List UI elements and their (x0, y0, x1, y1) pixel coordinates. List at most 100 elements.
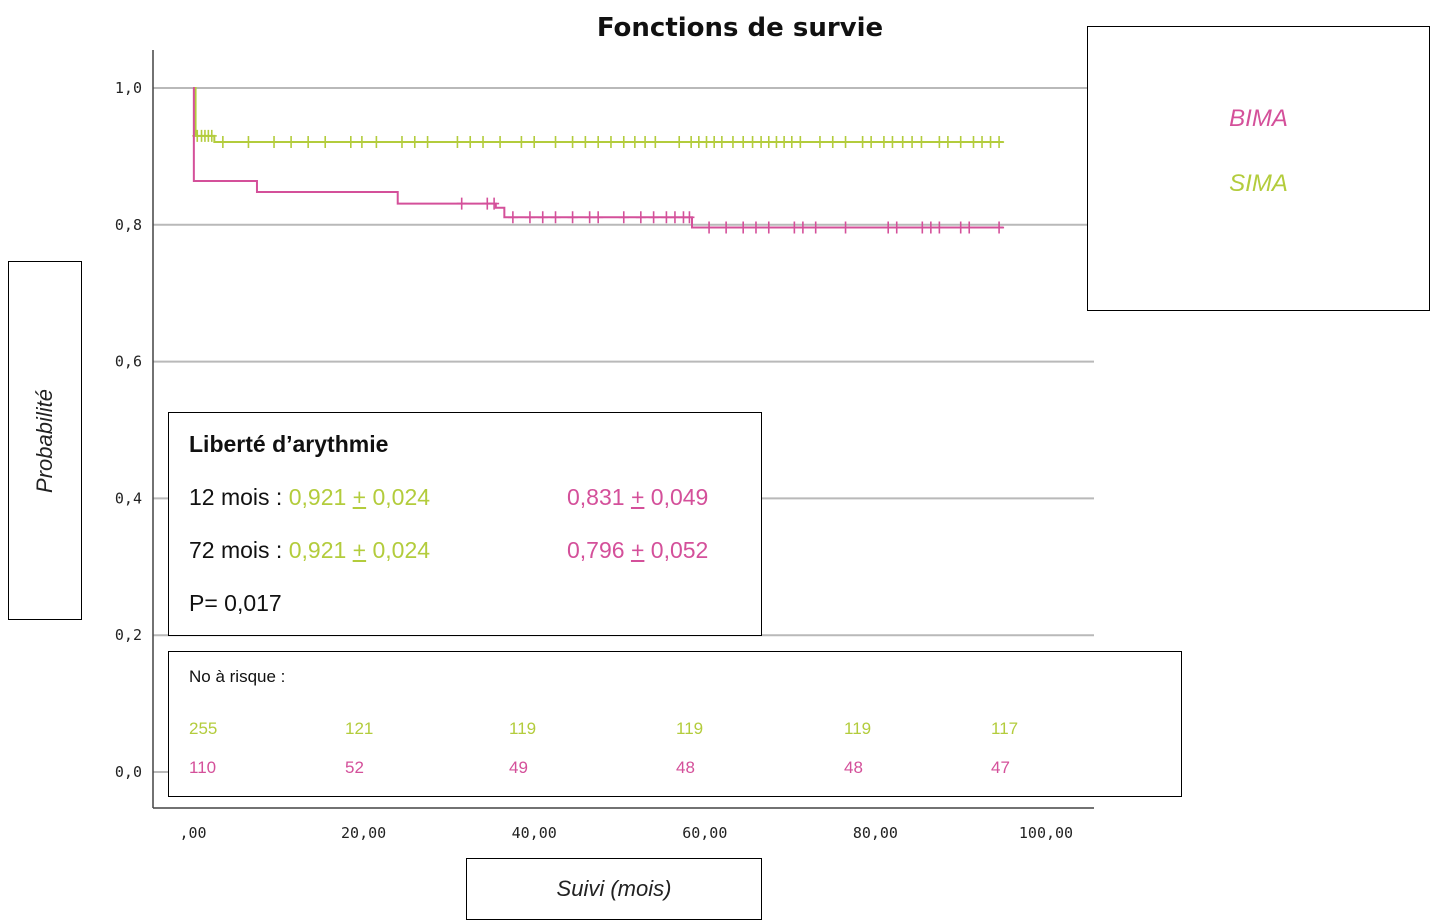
axes (152, 50, 1094, 809)
censor-mark (763, 221, 774, 234)
y-axis-label-box: Probabilité (8, 261, 82, 620)
censor-mark (371, 136, 382, 149)
risk-title: No à risque : (189, 667, 286, 686)
plus-minus: + (630, 537, 645, 563)
bima-value: 0,796 (567, 537, 625, 563)
censor-mark (286, 136, 297, 149)
censor-mark (516, 136, 527, 149)
censor-mark (727, 136, 738, 149)
x-tick-labels: ,00 20,00 40,00 60,00 80,00 100,00 (179, 824, 1073, 842)
censor-mark (584, 211, 595, 224)
risk-bima-count: 49 (509, 758, 528, 777)
censor-mark (303, 136, 314, 149)
y-tick-label: 1,0 (115, 79, 142, 97)
censor-mark (396, 136, 407, 149)
censor-mark (968, 136, 979, 149)
censor-mark (669, 211, 680, 224)
x-axis-label-box: Suivi (mois) (466, 858, 762, 920)
censor-mark (537, 211, 548, 224)
censor-mark (907, 136, 918, 149)
censor-mark (550, 136, 561, 149)
x-tick-label: 20,00 (341, 824, 386, 842)
risk-bima-count: 48 (844, 758, 863, 777)
info-row-label: 72 mois : (189, 537, 283, 563)
info-row-label: 12 mois : (189, 484, 283, 510)
censor-mark (704, 221, 715, 234)
censor-mark (797, 221, 808, 234)
censor-mark (916, 136, 927, 149)
censor-mark (650, 136, 661, 149)
censor-mark (217, 136, 228, 149)
censor-mark (629, 136, 640, 149)
freedom-from-arrhythmia-box: Liberté d’arythmie 12 mois : 0,921 + 0,0… (168, 412, 762, 636)
legend-entry-bima: BIMA (1229, 105, 1288, 132)
bima-error: 0,052 (650, 537, 709, 563)
censor-mark (269, 136, 280, 149)
y-tick-labels: 0,0 0,2 0,4 0,6 0,8 1,0 (115, 79, 142, 781)
censor-mark (580, 136, 591, 149)
censor-mark (635, 211, 646, 224)
risk-sima-count: 255 (189, 719, 218, 738)
censor-mark (977, 136, 988, 149)
y-tick-label: 0,6 (115, 353, 142, 371)
risk-sima-count: 119 (844, 719, 872, 738)
risk-bima-count: 52 (345, 758, 364, 777)
censor-mark (529, 136, 540, 149)
censor-mark (925, 221, 936, 234)
x-tick-label: ,00 (179, 824, 206, 842)
censor-mark (489, 197, 500, 210)
plus-minus: + (352, 484, 367, 510)
censor-mark (320, 136, 331, 149)
survival-curve-bima (192, 87, 1004, 229)
censor-mark (878, 136, 889, 149)
survival-curve-sima (193, 87, 1004, 144)
censor-mark (648, 211, 659, 224)
censor-mark (640, 136, 651, 149)
censor-mark (857, 136, 868, 149)
survival-curves (192, 87, 1005, 234)
x-tick-label: 40,00 (512, 824, 557, 842)
censor-mark (917, 221, 928, 234)
censor-mark (345, 136, 356, 149)
info-heading: Liberté d’arythmie (189, 431, 389, 457)
censor-mark (684, 211, 695, 224)
y-tick-label: 0,4 (115, 489, 142, 507)
sima-value: 0,921 (288, 484, 347, 510)
bima-value: 0,831 (567, 484, 625, 510)
censor-mark (750, 221, 761, 234)
censor-mark (810, 221, 821, 234)
censor-mark (934, 221, 945, 234)
censor-mark (840, 221, 851, 234)
info-row-72: 72 mois : 0,921 + 0,024 (189, 537, 430, 564)
p-value: P= 0,017 (189, 590, 282, 616)
risk-bima-count: 48 (676, 758, 695, 777)
censor-mark (883, 221, 894, 234)
risk-bima-count: 110 (189, 758, 217, 777)
risk-sima-count: 117 (991, 719, 1019, 738)
censor-mark (891, 221, 902, 234)
bima-error: 0,049 (650, 484, 709, 510)
censor-mark (567, 211, 578, 224)
info-row-72-bima: 0,796 + 0,052 (567, 537, 708, 564)
sima-value: 0,921 (288, 537, 347, 563)
plus-minus: + (630, 484, 645, 510)
censor-mark (827, 136, 838, 149)
x-tick-label: 60,00 (682, 824, 727, 842)
censor-mark (887, 136, 898, 149)
censor-mark (840, 136, 851, 149)
censor-mark (866, 136, 877, 149)
censor-mark (465, 136, 476, 149)
y-tick-label: 0,2 (115, 626, 142, 644)
risk-bima-count: 47 (991, 758, 1010, 777)
censor-mark (674, 136, 685, 149)
censor-mark (243, 136, 254, 149)
series-bima (192, 87, 1005, 234)
chart-title: Fonctions de survie (597, 13, 883, 43)
censor-mark (955, 221, 966, 234)
censor-mark (661, 211, 672, 224)
censor-mark (478, 136, 489, 149)
risk-sima-count: 121 (345, 719, 374, 738)
censor-mark (409, 136, 420, 149)
info-row-12-bima: 0,831 + 0,049 (567, 484, 708, 511)
censor-mark (942, 136, 953, 149)
